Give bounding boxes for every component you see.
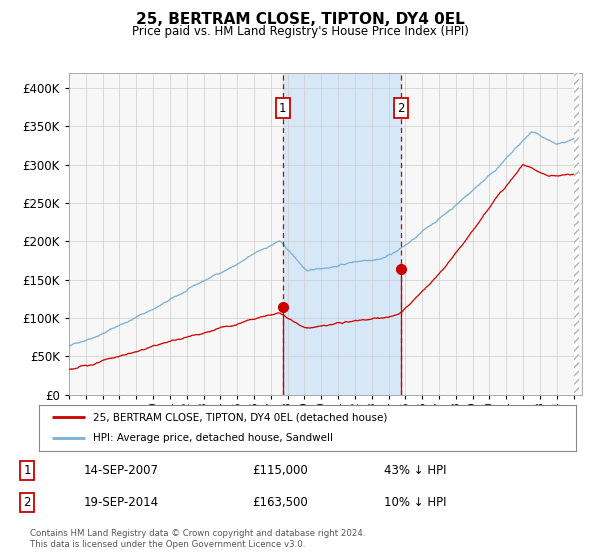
Text: 19-SEP-2014: 19-SEP-2014: [84, 496, 159, 509]
Text: 10% ↓ HPI: 10% ↓ HPI: [384, 496, 446, 509]
Text: 2: 2: [397, 102, 404, 115]
Text: £115,000: £115,000: [252, 464, 308, 477]
Text: 2: 2: [23, 496, 31, 509]
Polygon shape: [574, 73, 578, 395]
Text: 25, BERTRAM CLOSE, TIPTON, DY4 0EL (detached house): 25, BERTRAM CLOSE, TIPTON, DY4 0EL (deta…: [93, 412, 387, 422]
Text: £163,500: £163,500: [252, 496, 308, 509]
Bar: [283, 73, 401, 395]
Text: 43% ↓ HPI: 43% ↓ HPI: [384, 464, 446, 477]
Text: HPI: Average price, detached house, Sandwell: HPI: Average price, detached house, Sand…: [93, 433, 332, 444]
Text: Price paid vs. HM Land Registry's House Price Index (HPI): Price paid vs. HM Land Registry's House …: [131, 25, 469, 38]
Text: 1: 1: [279, 102, 287, 115]
Text: 14-SEP-2007: 14-SEP-2007: [84, 464, 159, 477]
Text: 25, BERTRAM CLOSE, TIPTON, DY4 0EL: 25, BERTRAM CLOSE, TIPTON, DY4 0EL: [136, 12, 464, 27]
Text: 1: 1: [23, 464, 31, 477]
Text: Contains HM Land Registry data © Crown copyright and database right 2024.
This d: Contains HM Land Registry data © Crown c…: [30, 529, 365, 549]
